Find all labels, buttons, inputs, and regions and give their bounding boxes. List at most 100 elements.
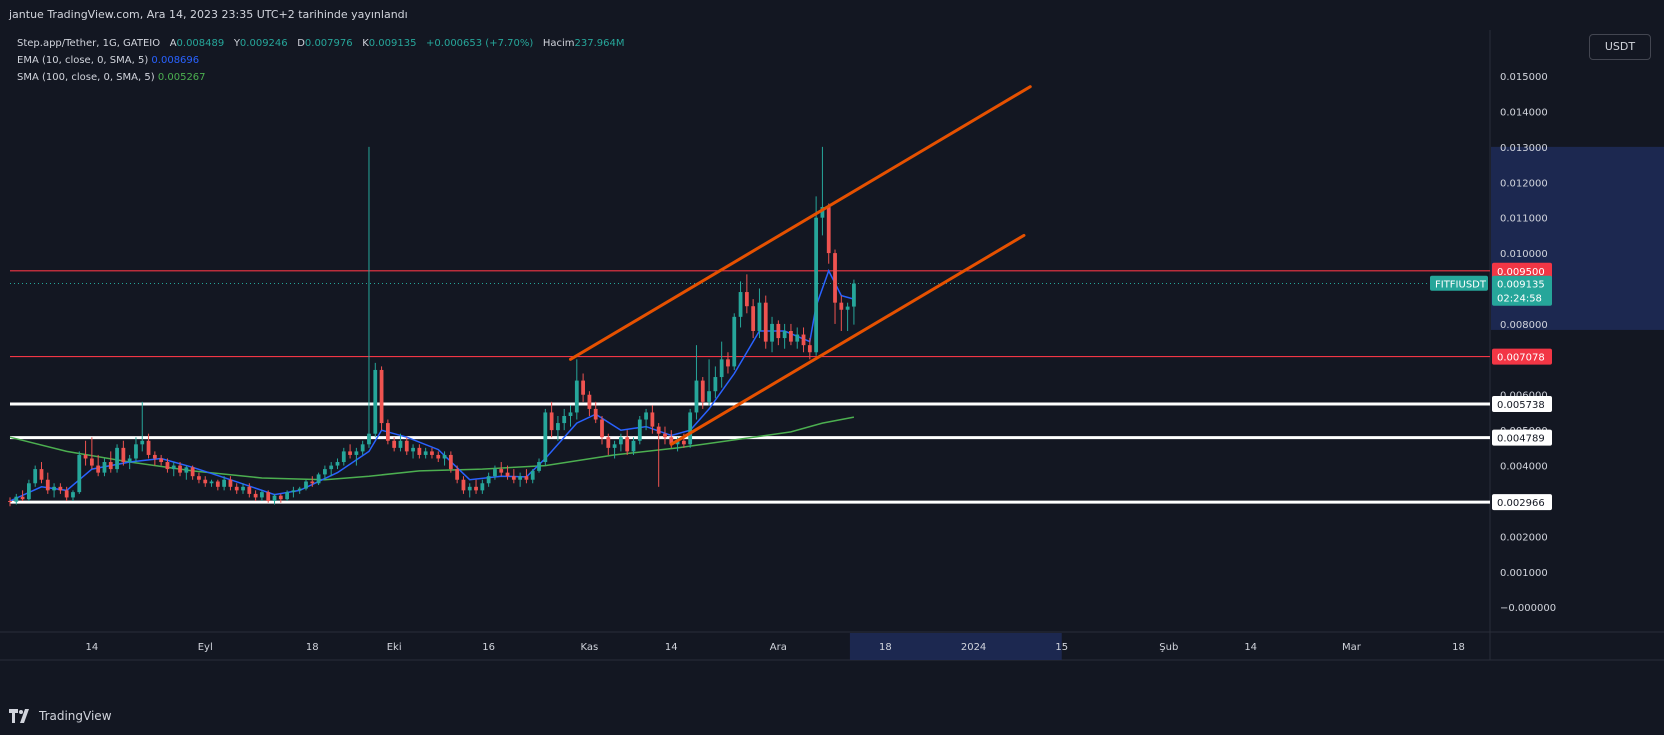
candle[interactable] (631, 437, 636, 455)
candle[interactable] (726, 352, 730, 374)
support-price-tag[interactable]: 0.005738 (1492, 396, 1552, 413)
candle[interactable] (719, 341, 724, 388)
candle[interactable] (190, 465, 195, 480)
symbol-label[interactable]: Step.app/Tether, 1G, GATEIO (17, 38, 161, 49)
candle[interactable] (442, 451, 447, 466)
candle[interactable] (379, 366, 384, 431)
candle[interactable] (20, 490, 25, 501)
candle[interactable] (83, 440, 88, 466)
candle[interactable] (776, 320, 781, 346)
symbol-tag[interactable]: FITFIUSDT (1430, 275, 1488, 291)
candle[interactable] (757, 288, 762, 339)
candle[interactable] (228, 476, 233, 491)
candle[interactable] (247, 483, 252, 498)
candle[interactable] (839, 295, 844, 331)
candle[interactable] (505, 465, 510, 480)
candle[interactable] (852, 279, 856, 325)
candle[interactable] (33, 465, 38, 487)
support-price-tag[interactable]: 0.002966 (1492, 494, 1552, 511)
candle[interactable] (700, 377, 705, 409)
candle[interactable] (423, 447, 428, 459)
candle[interactable] (833, 249, 837, 324)
candle[interactable] (543, 408, 548, 466)
candle[interactable] (480, 479, 485, 494)
candle[interactable] (266, 490, 271, 503)
candle[interactable] (348, 444, 352, 459)
candle[interactable] (71, 490, 75, 501)
candle[interactable] (448, 451, 453, 473)
candle[interactable] (96, 454, 101, 477)
candle[interactable] (297, 486, 302, 494)
ema-row[interactable]: EMA (10, close, 0, SMA, 5) 0.008696 (17, 52, 624, 69)
candle[interactable] (323, 465, 327, 480)
candle[interactable] (203, 476, 208, 487)
candle[interactable] (625, 430, 630, 455)
candle[interactable] (738, 281, 743, 328)
candle[interactable] (354, 447, 359, 466)
tradingview-brand[interactable]: TradingView (9, 709, 112, 723)
candle[interactable] (121, 440, 126, 466)
candle[interactable] (493, 465, 497, 480)
candle[interactable] (795, 327, 800, 349)
candle[interactable] (197, 472, 201, 484)
candle[interactable] (537, 458, 541, 473)
candle[interactable] (518, 472, 523, 487)
candle[interactable] (801, 327, 806, 353)
candle[interactable] (732, 313, 737, 370)
channel-lower-trendline[interactable] (669, 233, 1026, 446)
candle[interactable] (461, 476, 466, 494)
candle[interactable] (140, 401, 145, 452)
candle[interactable] (600, 415, 604, 445)
candle[interactable] (52, 483, 56, 498)
candle[interactable] (241, 483, 245, 494)
candles-group[interactable] (8, 146, 856, 507)
resistance-price-tag[interactable]: 0.009500 (1492, 262, 1552, 279)
candle[interactable] (782, 323, 787, 349)
candle[interactable] (763, 295, 768, 349)
candle[interactable] (234, 483, 239, 494)
candle[interactable] (663, 426, 667, 445)
candle[interactable] (694, 345, 699, 420)
candle[interactable] (820, 146, 825, 236)
candle[interactable] (171, 462, 176, 477)
candle[interactable] (530, 469, 535, 484)
candle[interactable] (385, 419, 390, 445)
candle[interactable] (392, 437, 397, 452)
candle[interactable] (184, 465, 189, 480)
candle[interactable] (39, 462, 44, 484)
candle[interactable] (64, 486, 69, 501)
candle[interactable] (499, 462, 504, 477)
candle[interactable] (341, 447, 346, 466)
candle[interactable] (568, 405, 573, 427)
channel-upper-trendline[interactable] (569, 85, 1032, 361)
candle[interactable] (304, 479, 308, 491)
candle[interactable] (27, 479, 31, 501)
candle[interactable] (430, 447, 434, 459)
candle[interactable] (178, 462, 182, 477)
ema-series-line[interactable] (9, 268, 855, 502)
candle[interactable] (360, 440, 365, 455)
candle[interactable] (556, 415, 560, 441)
candle[interactable] (329, 462, 334, 477)
candle[interactable] (814, 196, 819, 356)
candle[interactable] (146, 433, 151, 459)
candle[interactable] (58, 483, 63, 494)
candle[interactable] (562, 408, 567, 431)
candle[interactable] (511, 469, 516, 484)
candle[interactable] (524, 469, 529, 484)
candle[interactable] (285, 490, 289, 501)
candle[interactable] (436, 451, 441, 463)
candle[interactable] (260, 490, 264, 501)
candle[interactable] (486, 472, 491, 487)
candle[interactable] (612, 440, 617, 459)
candle[interactable] (89, 437, 94, 470)
candle[interactable] (159, 454, 164, 466)
candle[interactable] (417, 444, 422, 459)
support-price-tag[interactable]: 0.004789 (1492, 429, 1552, 446)
candle[interactable] (14, 493, 19, 505)
candle[interactable] (215, 479, 220, 491)
candle[interactable] (744, 274, 749, 314)
candle[interactable] (644, 408, 648, 431)
candle[interactable] (549, 401, 554, 438)
